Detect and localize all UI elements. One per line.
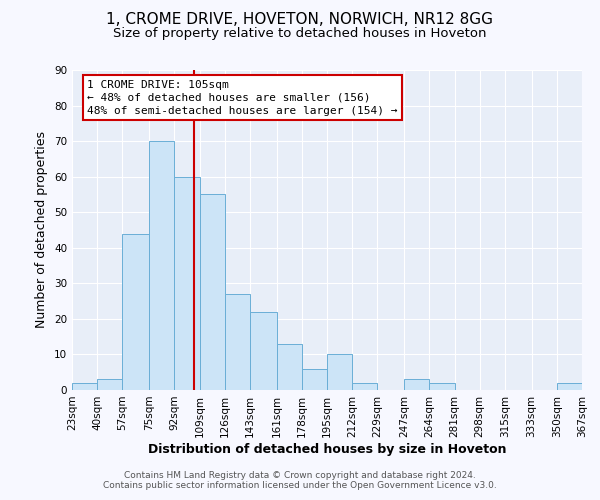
Bar bbox=[199, 194, 225, 390]
Bar bbox=[429, 383, 455, 390]
X-axis label: Distribution of detached houses by size in Hoveton: Distribution of detached houses by size … bbox=[148, 442, 506, 456]
Y-axis label: Number of detached properties: Number of detached properties bbox=[35, 132, 49, 328]
Text: 1, CROME DRIVE, HOVETON, NORWICH, NR12 8GG: 1, CROME DRIVE, HOVETON, NORWICH, NR12 8… bbox=[107, 12, 493, 28]
Text: Contains HM Land Registry data © Crown copyright and database right 2024.: Contains HM Land Registry data © Crown c… bbox=[124, 471, 476, 480]
Text: Contains public sector information licensed under the Open Government Licence v3: Contains public sector information licen… bbox=[103, 481, 497, 490]
Bar bbox=[557, 383, 582, 390]
Bar bbox=[302, 368, 327, 390]
Text: 1 CROME DRIVE: 105sqm
← 48% of detached houses are smaller (156)
48% of semi-det: 1 CROME DRIVE: 105sqm ← 48% of detached … bbox=[88, 80, 398, 116]
Bar bbox=[149, 141, 174, 390]
Bar bbox=[225, 294, 250, 390]
Bar bbox=[250, 312, 277, 390]
Bar bbox=[327, 354, 352, 390]
Bar bbox=[352, 383, 377, 390]
Text: Size of property relative to detached houses in Hoveton: Size of property relative to detached ho… bbox=[113, 28, 487, 40]
Bar bbox=[174, 176, 199, 390]
Bar bbox=[97, 380, 122, 390]
Bar bbox=[72, 383, 97, 390]
Bar bbox=[122, 234, 149, 390]
Bar bbox=[404, 380, 429, 390]
Bar bbox=[277, 344, 302, 390]
